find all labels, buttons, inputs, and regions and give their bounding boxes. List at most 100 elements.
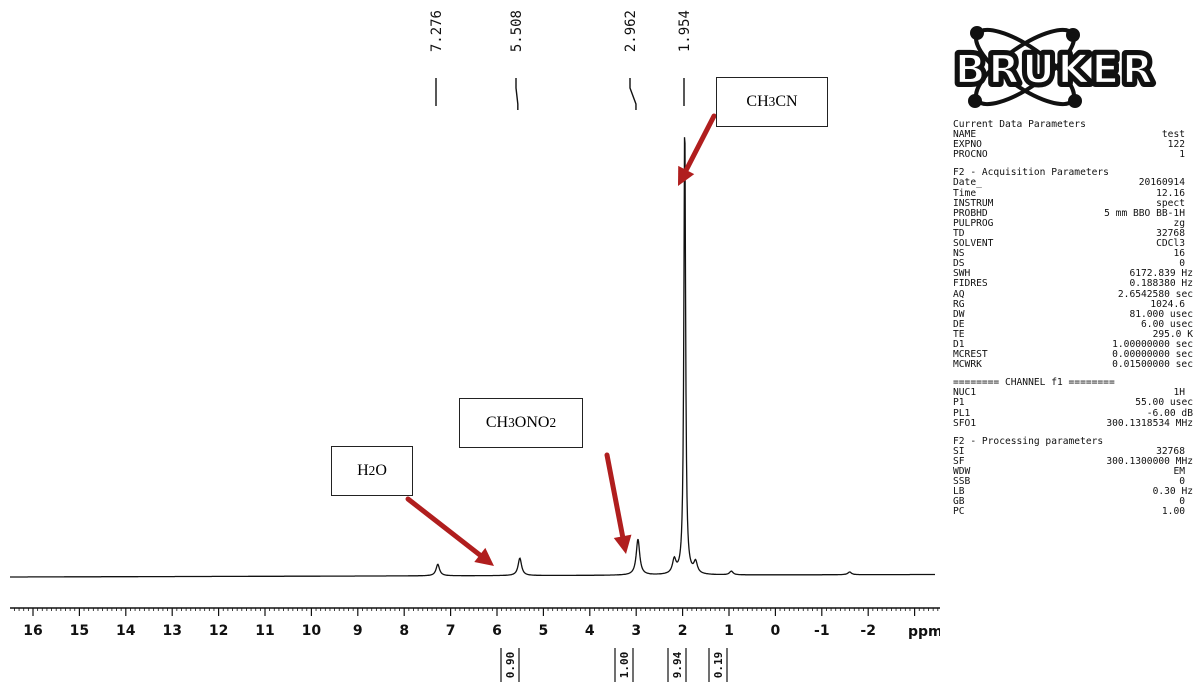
param-key: PC [953, 506, 965, 518]
x-tick-label: 6 [492, 623, 502, 639]
annotation-ch3cn: CH 3 CN [716, 77, 828, 127]
integral-value: 0.19 [712, 652, 725, 679]
x-tick-label: 11 [255, 623, 274, 639]
param-value: CDCl3 [1156, 238, 1185, 250]
annotation-arrowhead [613, 534, 632, 554]
param-row: INSTRUM spect [953, 198, 1193, 209]
integral-value: 1.00 [618, 652, 631, 679]
param-key: P1 [953, 397, 965, 409]
channel-params: ======== CHANNEL f1 ======== NUC1 1H P1 55.… [953, 378, 1193, 429]
param-value: 300.1318534 MHz [1106, 417, 1193, 429]
param-key: SFO1 [953, 417, 977, 429]
param-row: DS 0 [953, 259, 1193, 269]
x-tick-label: -2 [860, 623, 876, 639]
param-row: NAME test [953, 129, 1193, 141]
processing-params: F2 - Processing parameters SI 32768 SF 300.… [953, 435, 1193, 518]
x-tick-label: 14 [116, 623, 136, 639]
param-value: 1.00 [1161, 506, 1185, 518]
param-key: AQ [953, 288, 965, 300]
annotation-arrowhead [678, 165, 695, 186]
param-key: Time [953, 187, 977, 199]
param-key: RG [953, 298, 965, 310]
param-value: -6.00 dB [1146, 407, 1193, 419]
peak-label: 2.962 [623, 10, 639, 52]
param-value: 32768 [1156, 445, 1185, 457]
param-value: 6172.839 Hz [1129, 268, 1193, 280]
section-title: F2 - Processing parameters [953, 435, 1104, 447]
x-tick-label: 7 [446, 623, 456, 639]
param-row: DW 81.000 usec [953, 308, 1193, 320]
param-row: GB 0 [953, 497, 1193, 507]
param-key: SOLVENT [953, 238, 994, 250]
param-key: D1 [953, 338, 965, 350]
param-value: 295.0 K [1152, 328, 1193, 340]
param-value: 20160914 [1138, 177, 1185, 189]
param-row: LB 0.30 Hz [953, 487, 1193, 497]
param-value: 32768 [1156, 227, 1185, 239]
peak-label: 5.508 [509, 10, 525, 52]
param-key: SF [953, 455, 965, 467]
x-tick-label: 5 [539, 623, 549, 639]
spectrum-layer [10, 137, 935, 578]
param-row: D1 1.00000000 sec [953, 338, 1193, 350]
param-value: 122 [1167, 139, 1185, 151]
ppm-axis: 16 15 14 13 12 11 10 9 8 7 6 5 4 3 2 1 0 -1 -2 ppm [10, 607, 940, 640]
param-value: 0 [1179, 496, 1185, 508]
x-tick-label: 8 [399, 623, 409, 639]
annotation-arrowhead [474, 547, 494, 566]
param-row: PULPROG zg [953, 217, 1193, 229]
param-row: MCREST 0.00000000 sec [953, 349, 1193, 360]
param-row: Time 12.16 [953, 187, 1193, 199]
param-row: MCWRK 0.01500000 sec [953, 360, 1193, 370]
x-tick-label: 12 [209, 623, 228, 639]
param-row: SF 300.1300000 MHz [953, 455, 1193, 467]
param-value: EM [1173, 466, 1185, 477]
integrals: 0.90 1.00 9.94 0.19 [500, 648, 728, 682]
annotation-arrow-shaft [683, 113, 717, 173]
param-key: GB [953, 496, 965, 508]
param-row: FIDRES 0.188380 Hz [953, 279, 1193, 289]
param-value: 5 mm BBO BB-1H [1104, 207, 1185, 219]
param-row: Date_ 20160914 [953, 178, 1193, 188]
param-key: LB [953, 486, 965, 498]
bruker-logo: BRUKER BRUKER [951, 26, 1157, 108]
param-row: PROCNO 1 [953, 150, 1193, 160]
param-value: 0.01500000 sec [1112, 359, 1193, 371]
peak-label: 1.954 [677, 10, 693, 52]
param-key: FIDRES [953, 278, 988, 290]
param-row: P1 55.00 usec [953, 398, 1193, 408]
param-key: DS [953, 258, 965, 270]
param-row: WDW EM [953, 466, 1193, 477]
param-value: 12.16 [1156, 187, 1185, 199]
param-value: 2.6542580 sec [1117, 288, 1193, 300]
param-row: PC 1.00 [953, 507, 1193, 517]
param-value: 0 [1179, 258, 1185, 270]
param-key: SWH [953, 268, 971, 280]
param-value: zg [1173, 217, 1185, 229]
param-key: TE [953, 328, 965, 340]
param-row: SSB 0 [953, 476, 1193, 488]
section-title: F2 - Acquisition Parameters [953, 167, 1109, 179]
annotation-arrows [405, 113, 717, 566]
param-key: SSB [953, 476, 971, 488]
param-key: EXPNO [953, 139, 982, 151]
x-tick-label: 15 [70, 623, 89, 639]
param-value: 16 [1173, 248, 1185, 260]
param-row: SI 32768 [953, 445, 1193, 457]
param-value: test [1161, 129, 1185, 141]
param-row: SOLVENT CDCl3 [953, 238, 1193, 250]
param-key: NS [953, 248, 965, 260]
param-value: 1 [1179, 149, 1185, 161]
annotation-arrow-shaft [604, 452, 626, 539]
integral-bracket [667, 648, 687, 682]
param-value: 6.00 usec [1141, 318, 1193, 330]
param-value: 0.30 Hz [1152, 486, 1193, 498]
param-value: 300.1300000 MHz [1106, 455, 1193, 467]
peak-label-line [629, 78, 637, 110]
param-key: SI [953, 445, 965, 457]
param-value: 81.000 usec [1129, 308, 1193, 320]
integral-bracket [614, 648, 634, 682]
param-key: DE [953, 318, 965, 330]
param-value: 0 [1179, 476, 1185, 488]
